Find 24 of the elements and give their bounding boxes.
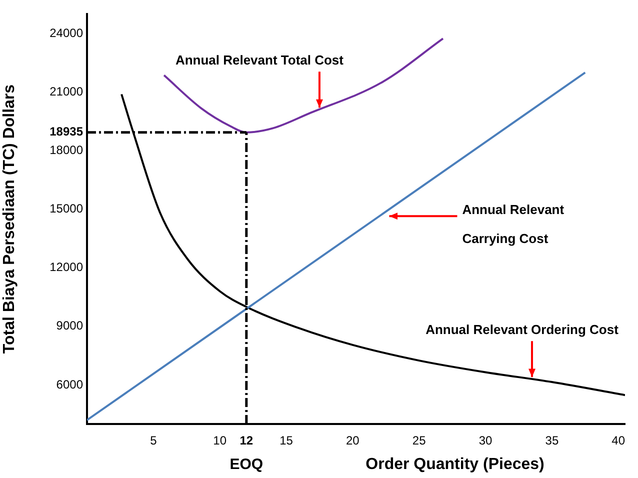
x-tick-label: 15 <box>280 434 294 448</box>
y-tick-label: 6000 <box>56 377 84 392</box>
y-tick-label: 18935 <box>50 124 84 139</box>
x-axis-title: Order Quantity (Pieces) <box>366 456 544 473</box>
y-tick-label: 18000 <box>50 142 84 157</box>
y-tick-label: 15000 <box>50 202 84 216</box>
x-tick-label: 30 <box>478 434 493 448</box>
x-tick-label: 10 <box>213 434 227 448</box>
annotation: Annual Relevant Carrying Cost <box>462 202 565 246</box>
ref-line-label: EOQ <box>230 456 264 473</box>
x-tick-label: 20 <box>346 434 360 448</box>
annotation: Annual Relevant Ordering Cost <box>426 322 620 338</box>
line-series <box>163 38 444 134</box>
x-tick-label: 5 <box>150 434 158 448</box>
x-tick-label: 12 <box>240 434 254 448</box>
y-tick-label: 12000 <box>50 260 84 274</box>
y-axis-title: Total Biaya Persediaan (TC) Dollars <box>1 84 18 354</box>
annotation: Annual Relevant Total Cost <box>175 52 344 68</box>
y-tick-label: 21000 <box>50 84 84 98</box>
y-tick-label: 9000 <box>56 318 84 333</box>
y-tick-label: 24000 <box>50 26 84 40</box>
x-tick-label: 35 <box>545 434 559 448</box>
x-tick-label: 25 <box>412 434 426 448</box>
x-tick-label: 40 <box>612 434 626 448</box>
